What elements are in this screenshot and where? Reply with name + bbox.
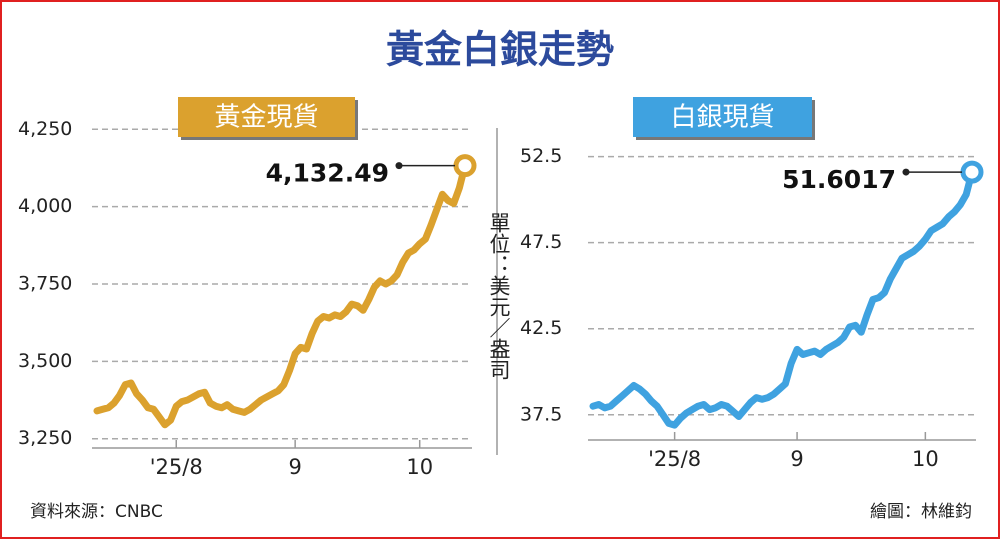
y-tick-label: 47.5: [520, 231, 562, 253]
y-tick-label: 3,750: [18, 273, 72, 295]
y-tick-label: 4,000: [18, 195, 72, 217]
x-tick-label: '25/8: [648, 447, 701, 471]
callout-dot: [902, 168, 910, 176]
x-tick-label: 10: [406, 455, 433, 479]
value-label: 51.6017: [782, 165, 896, 194]
callout-dot: [395, 162, 403, 170]
series-line: [93, 162, 469, 429]
y-tick-label: 37.5: [520, 403, 562, 425]
y-tick-label: 3,250: [18, 427, 72, 449]
unit-label: 單位：美元／盎司: [487, 212, 511, 380]
end-marker: [453, 154, 477, 178]
page-title: 黃金白銀走勢: [386, 28, 614, 72]
x-tick-label: 9: [288, 455, 301, 479]
y-tick-label: 3,500: [18, 350, 72, 372]
x-tick-label: 9: [790, 447, 803, 471]
legend-badge: [633, 97, 812, 137]
source: 資料來源：CNBC: [30, 502, 163, 522]
y-tick-label: 4,250: [18, 118, 72, 140]
y-tick-label: 42.5: [520, 317, 562, 339]
value-label: 4,132.49: [266, 159, 389, 188]
x-tick-label: '25/8: [150, 455, 203, 479]
series-line: [589, 168, 976, 429]
credit: 繪圖：林維鈞: [870, 502, 972, 522]
legend-label: 白銀現貨: [670, 103, 774, 133]
end-marker: [960, 160, 984, 184]
x-tick-label: 10: [912, 447, 939, 471]
legend-badge: [178, 97, 355, 137]
legend-label: 黃金現貨: [214, 103, 318, 133]
y-tick-label: 52.5: [520, 145, 562, 167]
